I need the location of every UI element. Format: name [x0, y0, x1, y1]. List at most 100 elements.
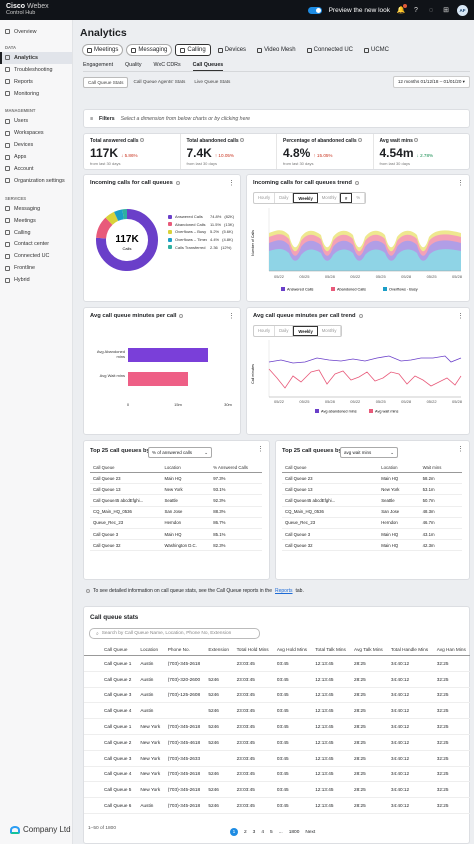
avg-minutes-bar-chart[interactable]: Avg Abandoned mins Avg Wait mins 0 15m 30m — [88, 328, 238, 428]
seg-percent[interactable]: % — [352, 193, 366, 203]
table-row[interactable]: Call Queue 13 New York 93.1% — [90, 483, 262, 496]
sidebar-item-meetings[interactable]: Meetings — [0, 215, 72, 227]
date-range-select[interactable]: 12 months 01/12/18 – 01/01/20 ▾ — [392, 76, 470, 88]
table-row[interactable]: Call Queue 3 Main HQ 85.1% — [90, 528, 262, 541]
sidebar-item-contact-center[interactable]: Contact center — [0, 238, 72, 250]
preview-toggle[interactable] — [307, 6, 322, 14]
info-icon[interactable] — [179, 314, 184, 318]
page-button[interactable]: 3 — [252, 829, 256, 835]
avatar[interactable]: AF — [457, 4, 468, 16]
legend-overflows[interactable]: Overflows - Busy — [389, 288, 418, 292]
kpi-card[interactable]: Total answered calls 117K ↓ 5.86% from la… — [84, 134, 181, 169]
info-icon[interactable] — [175, 181, 180, 185]
table-row[interactable]: Call Queue45 abcdEfghi... Seattle 50.7m — [282, 494, 462, 507]
sidebar-item-troubleshooting[interactable]: Troubleshooting — [0, 64, 72, 76]
seg-hourly[interactable]: Hourly — [254, 326, 276, 336]
table-row[interactable]: Call Queue45 abcdEfghi... Seattle 92.3% — [90, 494, 262, 507]
calls-trend-chart[interactable]: Number of Calls 05/22 05/25 05/28 05/22 05/2… — [251, 203, 466, 301]
table-row[interactable]: Call Queue 23 Main HQ 58.2m — [282, 472, 462, 485]
info-icon[interactable] — [358, 138, 363, 142]
stats-search-input[interactable]: ⌕ Search by Call Queue Name, Location, Ph… — [89, 628, 260, 639]
metric-select[interactable]: % of answered calls ⌄ — [148, 447, 212, 458]
seg-hourly[interactable]: Hourly — [254, 193, 276, 203]
table-row[interactable]: Call Queue 32 Washington D.C. 82.3% — [90, 539, 262, 552]
tab-ucmc[interactable]: UCMC — [360, 44, 393, 56]
tab-devices[interactable]: Devices — [214, 44, 250, 56]
bar[interactable] — [128, 348, 208, 362]
col-header[interactable]: Location — [161, 463, 211, 473]
legend-item[interactable]: Abandoned Calls 11.5% (13K) — [168, 221, 240, 229]
table-row[interactable]: Call Queue 5 New York (703)-345-2618 5246 23… — [84, 781, 470, 799]
subtab-engagement[interactable]: Engagement — [83, 62, 114, 68]
avg-minutes-trend-chart[interactable]: Call minutes 05/22 05/25 05/28 05/22 05/25 05… — [251, 336, 466, 434]
sidebar-item-workspaces[interactable]: Workspaces — [0, 127, 72, 139]
seg-monthly[interactable]: Monthly — [318, 326, 342, 336]
table-row[interactable]: CQ_Main_HQ_0536 San Jose 48.3m — [282, 506, 462, 518]
legend-avg-wait[interactable]: Avg wait mins — [375, 410, 398, 414]
col-header[interactable]: Call Queue — [282, 463, 379, 473]
page-button[interactable]: 1 — [230, 828, 238, 836]
sidebar-item-connected-uc[interactable]: Connected UC — [0, 250, 72, 262]
more-options-icon[interactable]: ⋮ — [228, 313, 235, 320]
tab-messaging[interactable]: Messaging — [126, 44, 173, 56]
col-header[interactable]: Call Queue — [84, 645, 138, 656]
info-icon[interactable] — [354, 181, 359, 185]
col-header[interactable]: % Answered Calls — [210, 463, 262, 473]
col-header[interactable]: Call Queue — [90, 463, 162, 473]
col-header[interactable]: Location — [378, 463, 420, 473]
page-button[interactable]: 4 — [261, 829, 265, 835]
legend-item[interactable]: Overflows – Busy 5.2% (5.6K) — [168, 228, 240, 236]
sidebar-item-messaging[interactable]: Messaging — [0, 203, 72, 215]
info-icon[interactable] — [139, 138, 144, 142]
table-row[interactable]: Queue_Rec_23 Herndon 46.7m — [282, 517, 462, 529]
tab-video-mesh[interactable]: Video Mesh — [253, 44, 300, 56]
sidebar-item-hybrid[interactable]: Hybrid — [0, 274, 72, 286]
donut-slice[interactable] — [105, 211, 119, 225]
donut-slice[interactable] — [114, 209, 125, 221]
viewtab-live-queue-stats[interactable]: Live Queue Stats — [194, 79, 231, 84]
seg-daily[interactable]: Daily — [275, 193, 294, 203]
table-row[interactable]: Call Queue 4 Austin 5246 23:03:45 03:45 12:13… — [84, 702, 470, 720]
page-button[interactable]: 2 — [244, 829, 247, 835]
filters-bar[interactable]: ≡ Filters Select a dimension from below … — [83, 109, 470, 128]
donut-slice[interactable] — [96, 217, 113, 239]
donut-chart[interactable]: 117K Calls — [92, 205, 162, 275]
table-row[interactable]: Call Queue 3 New York (703)-345-2633 23:03:… — [84, 750, 470, 767]
page-button[interactable]: 1800 — [288, 829, 300, 835]
more-options-icon[interactable]: ⋮ — [457, 313, 464, 320]
kpi-card[interactable]: Avg wait mins 4.54m ↓ 2.78% from last 30 … — [374, 134, 470, 169]
table-row[interactable]: Call Queue 3 Austin (703)-125-2608 5246 23:0… — [84, 687, 470, 704]
seg-weekly[interactable]: Weekly — [293, 193, 318, 203]
table-row[interactable]: Call Queue 3 Main HQ 43.1m — [282, 528, 462, 541]
sidebar-item-users[interactable]: Users — [0, 115, 72, 127]
viewtab-agents-stats[interactable]: Call Queue Agents' Stats — [133, 79, 186, 84]
table-row[interactable]: Call Queue 32 Main HQ 42.3m — [282, 539, 462, 552]
next-page-button[interactable]: Next — [305, 829, 316, 835]
more-options-icon[interactable]: ⋮ — [457, 446, 464, 453]
subtab-quality[interactable]: Quality — [125, 62, 142, 68]
sidebar-item-frontline[interactable]: Frontline — [0, 262, 72, 274]
legend-answered[interactable]: Answered Calls — [287, 288, 313, 292]
legend-item[interactable]: Answered Calls 74.8% (82K) — [168, 213, 240, 221]
col-header[interactable]: Wait mins — [419, 463, 462, 473]
info-icon[interactable] — [414, 138, 419, 142]
more-options-icon[interactable]: ⋮ — [228, 180, 235, 187]
sidebar-item-account[interactable]: Account — [0, 163, 72, 175]
metric-select[interactable]: avg wait mins ⌄ — [340, 447, 398, 458]
brand-logo[interactable]: Cisco Webex Control Hub — [6, 3, 49, 17]
table-row[interactable]: CQ_Main_HQ_0536 San Jose 88.3% — [90, 506, 262, 518]
col-header[interactable]: Location — [137, 645, 165, 656]
bell-icon[interactable]: 🔔 — [397, 4, 407, 14]
help-icon[interactable]: ? — [414, 6, 418, 14]
table-row[interactable]: Call Queue 2 Austin (703)-320-2600 5246 23:0… — [84, 671, 470, 688]
info-icon[interactable] — [240, 138, 245, 142]
tab-calling[interactable]: Calling — [175, 44, 211, 56]
sidebar-item-organization-settings[interactable]: Organization settings — [0, 175, 72, 187]
viewtab-call-queue-stats[interactable]: Call Queue Stats — [83, 77, 129, 88]
donut-slice[interactable] — [96, 209, 158, 271]
sidebar-item-reports[interactable]: Reports — [0, 76, 72, 88]
seg-count[interactable]: # — [340, 193, 353, 203]
table-row[interactable]: Call Queue 6 Austin (703)-345-2618 5246 23:0… — [84, 797, 470, 814]
col-header[interactable]: Avg Hold Mins — [273, 645, 313, 656]
apps-grid-icon[interactable]: ⊞ — [443, 7, 449, 14]
